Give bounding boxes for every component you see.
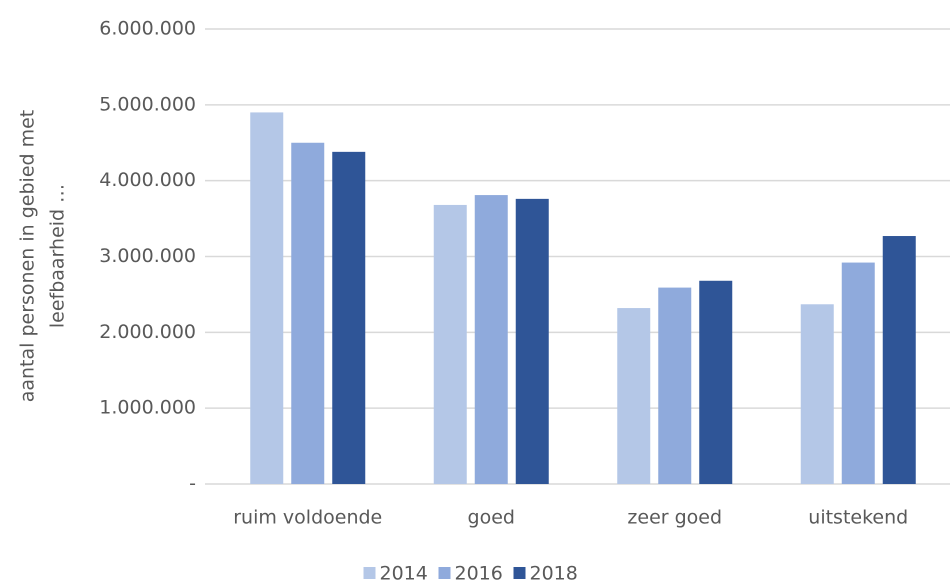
- y-tick-label: 1.000.000: [99, 397, 196, 419]
- bar: [658, 287, 692, 484]
- legend-swatch: [513, 567, 526, 579]
- bar: [699, 280, 733, 484]
- legend-swatch: [438, 567, 451, 579]
- bar: [250, 112, 284, 485]
- bar: [841, 262, 875, 484]
- y-tick-label: 5.000.000: [99, 93, 196, 115]
- y-tick-label: -: [189, 473, 196, 495]
- x-tick-label: uitstekend: [808, 507, 908, 529]
- bar: [617, 308, 651, 484]
- y-tick-label: 3.000.000: [99, 245, 196, 267]
- bar: [800, 304, 834, 484]
- y-tick-label: 4.000.000: [99, 169, 196, 191]
- legend-swatch: [363, 567, 376, 579]
- y-tick-label: 2.000.000: [99, 321, 196, 343]
- y-tick-label: 6.000.000: [99, 18, 196, 40]
- y-axis-label: aantal personen in gebied met: [17, 110, 39, 403]
- y-axis-label: leefbaarheid …: [47, 184, 69, 328]
- x-tick-label: goed: [468, 507, 515, 529]
- legend-label: 2018: [530, 563, 578, 584]
- legend-label: 2016: [455, 563, 503, 584]
- bar: [433, 204, 467, 484]
- x-tick-label: ruim voldoende: [233, 507, 382, 529]
- bar: [515, 198, 549, 484]
- x-tick-label: zeer goed: [627, 507, 722, 529]
- legend-label: 2014: [380, 563, 428, 584]
- bar: [291, 142, 325, 484]
- bar: [882, 236, 916, 484]
- bar: [474, 195, 508, 484]
- bar: [332, 151, 366, 484]
